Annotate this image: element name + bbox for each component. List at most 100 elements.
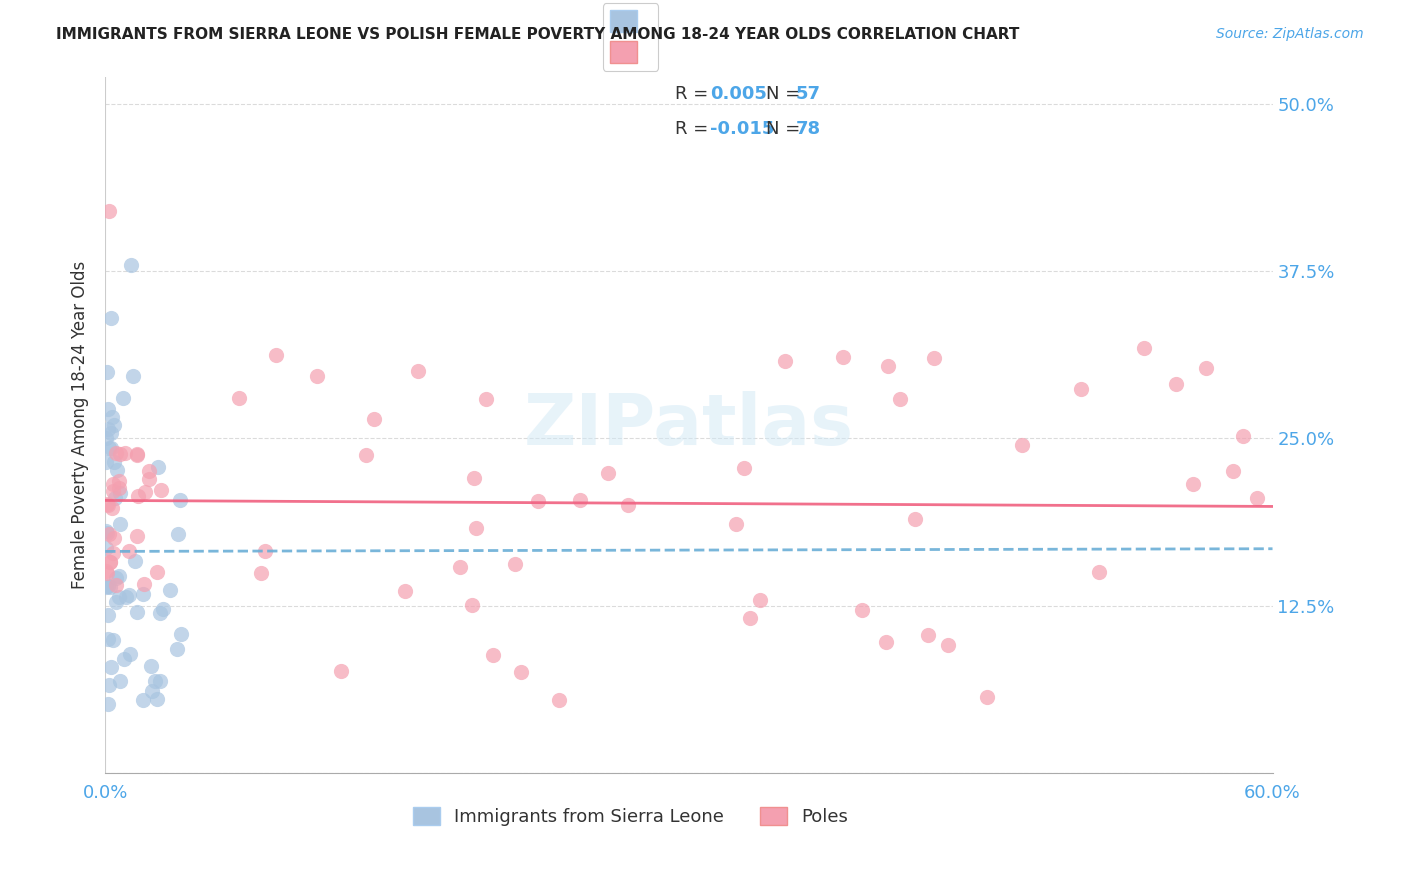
Point: [141, 683, 163, 698]
Point: [149, 483, 172, 497]
Point: [96, 580, 118, 594]
Point: [127, 489, 149, 503]
Point: [104, 571, 127, 585]
Point: [96, 431, 118, 445]
Point: [1195, 360, 1218, 375]
Point: [725, 517, 748, 532]
Point: [917, 628, 939, 642]
Point: [101, 545, 124, 559]
Point: [97, 402, 120, 417]
Point: [228, 391, 250, 405]
Point: [108, 474, 131, 488]
Point: [98, 580, 121, 594]
Point: [363, 412, 385, 426]
Point: [330, 664, 353, 678]
Point: [748, 592, 770, 607]
Point: [548, 693, 571, 707]
Point: [108, 590, 131, 604]
Point: [253, 544, 276, 558]
Point: [738, 611, 761, 625]
Point: [936, 638, 959, 652]
Point: [510, 665, 533, 679]
Point: [100, 441, 122, 455]
Point: [356, 448, 378, 462]
Point: [96, 566, 118, 581]
Point: [124, 554, 146, 568]
Point: [114, 446, 136, 460]
Legend: Immigrants from Sierra Leone, Poles: Immigrants from Sierra Leone, Poles: [405, 799, 856, 833]
Point: [101, 633, 124, 648]
Point: [148, 606, 170, 620]
Point: [159, 583, 181, 598]
Point: [169, 492, 191, 507]
Text: N =: N =: [766, 120, 806, 138]
Point: [1088, 566, 1111, 580]
Point: [1011, 438, 1033, 452]
Point: [105, 595, 128, 609]
Point: [96, 579, 118, 593]
Point: [96, 455, 118, 469]
Point: [103, 455, 125, 469]
Point: [97, 697, 120, 711]
Point: [463, 471, 485, 485]
Point: [138, 464, 160, 478]
Point: [122, 369, 145, 384]
Point: [475, 392, 498, 407]
Point: [876, 359, 898, 374]
Text: 57: 57: [796, 85, 821, 103]
Point: [125, 529, 148, 543]
Point: [134, 485, 156, 500]
Text: IMMIGRANTS FROM SIERRA LEONE VS POLISH FEMALE POVERTY AMONG 18-24 YEAR OLDS CORR: IMMIGRANTS FROM SIERRA LEONE VS POLISH F…: [56, 27, 1019, 42]
Point: [112, 652, 135, 666]
Point: [149, 673, 172, 688]
Point: [249, 566, 271, 581]
Point: [1182, 476, 1205, 491]
Point: [96, 541, 118, 555]
Point: [851, 603, 873, 617]
Point: [1166, 376, 1188, 391]
Text: R =: R =: [675, 120, 714, 138]
Point: [97, 498, 120, 512]
Point: [100, 426, 122, 441]
Point: [1246, 491, 1268, 505]
Text: 0.005: 0.005: [710, 85, 766, 103]
Point: [108, 569, 131, 583]
Point: [100, 660, 122, 674]
Point: [922, 351, 945, 365]
Point: [132, 577, 155, 591]
Y-axis label: Female Poverty Among 18-24 Year Olds: Female Poverty Among 18-24 Year Olds: [72, 261, 89, 590]
Point: [104, 491, 127, 505]
Point: [170, 627, 193, 641]
Point: [98, 527, 121, 541]
Point: [97, 204, 120, 219]
Point: [146, 565, 169, 579]
Point: [101, 410, 124, 425]
Point: [132, 693, 155, 707]
Point: [460, 598, 482, 612]
Point: [976, 690, 998, 705]
Point: [394, 584, 416, 599]
Point: [101, 500, 124, 515]
Point: [406, 364, 429, 378]
Point: [482, 648, 505, 663]
Point: [598, 466, 620, 480]
Point: [105, 446, 128, 460]
Point: [1232, 429, 1254, 443]
Point: [97, 422, 120, 436]
Point: [110, 447, 132, 461]
Point: [465, 521, 488, 535]
Point: [108, 517, 131, 532]
Point: [97, 632, 120, 647]
Point: [103, 531, 125, 545]
Point: [101, 484, 124, 499]
Text: R =: R =: [675, 85, 714, 103]
Point: [112, 392, 135, 406]
Point: [103, 476, 125, 491]
Point: [569, 493, 592, 508]
Text: Source: ZipAtlas.com: Source: ZipAtlas.com: [1216, 27, 1364, 41]
Point: [146, 460, 169, 475]
Point: [166, 642, 188, 657]
Point: [97, 678, 120, 692]
Point: [617, 498, 640, 512]
Point: [527, 493, 550, 508]
